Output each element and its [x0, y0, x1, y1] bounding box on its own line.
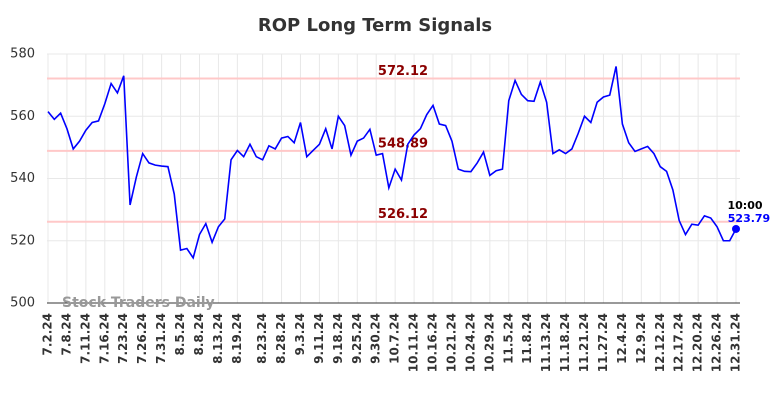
x-tick-label: 11.18.24: [558, 313, 572, 372]
x-tick-label: 7.11.24: [78, 313, 92, 364]
x-tick-label: 9.30.24: [369, 313, 383, 364]
annotation-time: 10:00: [727, 199, 762, 212]
x-tick-label: 11.5.24: [501, 313, 515, 364]
price-line: [47, 66, 737, 260]
x-tick-label: 12.26.24: [710, 313, 724, 372]
x-tick-label: 12.20.24: [691, 313, 705, 372]
x-tick-label: 11.8.24: [520, 313, 534, 364]
x-tick-label: 8.23.24: [255, 313, 269, 364]
x-tick-label: 11.27.24: [596, 313, 610, 372]
x-tick-label: 12.17.24: [672, 313, 686, 372]
y-tick-label: 520: [10, 233, 35, 248]
x-tick-label: 9.3.24: [293, 313, 307, 356]
x-tick-label: 7.23.24: [116, 313, 130, 364]
x-tick-label: 7.26.24: [135, 313, 149, 364]
x-tick-label: 8.28.24: [274, 313, 288, 364]
x-tick-label: 7.8.24: [59, 313, 73, 356]
x-tick-label: 12.4.24: [615, 313, 629, 364]
y-tick-label: 560: [10, 109, 35, 124]
x-tick-label: 12.12.24: [653, 313, 667, 372]
x-tick-label: 8.5.24: [173, 313, 187, 356]
x-tick-label: 11.21.24: [577, 313, 591, 372]
y-tick-label: 580: [10, 47, 35, 62]
last-value-label: 523.79: [728, 212, 770, 225]
x-tick-label: 11.13.24: [539, 313, 553, 372]
x-tick-label: 9.18.24: [331, 313, 345, 364]
x-tick-label: 7.31.24: [154, 313, 168, 364]
x-tick-label: 10.21.24: [444, 313, 458, 372]
x-tick-label: 8.8.24: [192, 313, 206, 356]
x-tick-label: 7.16.24: [97, 313, 111, 364]
y-tick-label: 500: [10, 296, 35, 311]
x-tick-label: 10.16.24: [426, 313, 440, 372]
x-tick-label: 8.13.24: [211, 313, 225, 364]
chart-title: ROP Long Term Signals: [258, 15, 492, 36]
x-tick-label: 8.19.24: [230, 313, 244, 364]
x-tick-label: 10.7.24: [388, 313, 402, 364]
x-tick-label: 10.24.24: [463, 313, 477, 372]
x-tick-label: 12.31.24: [729, 313, 743, 372]
last-point: [732, 224, 740, 233]
signal-label: 526.12: [378, 207, 428, 222]
x-tick-label: 10.29.24: [482, 313, 496, 372]
x-tick-label: 9.25.24: [350, 313, 364, 364]
x-tick-label: 10.11.24: [407, 313, 421, 372]
y-tick-label: 540: [10, 171, 35, 186]
signal-label: 548.89: [378, 136, 428, 151]
signal-label: 572.12: [378, 64, 428, 79]
x-tick-label: 12.9.24: [634, 313, 648, 364]
x-tick-label: 7.2.24: [41, 313, 55, 356]
watermark: Stock Traders Daily: [62, 295, 215, 311]
x-tick-label: 9.11.24: [312, 313, 326, 364]
